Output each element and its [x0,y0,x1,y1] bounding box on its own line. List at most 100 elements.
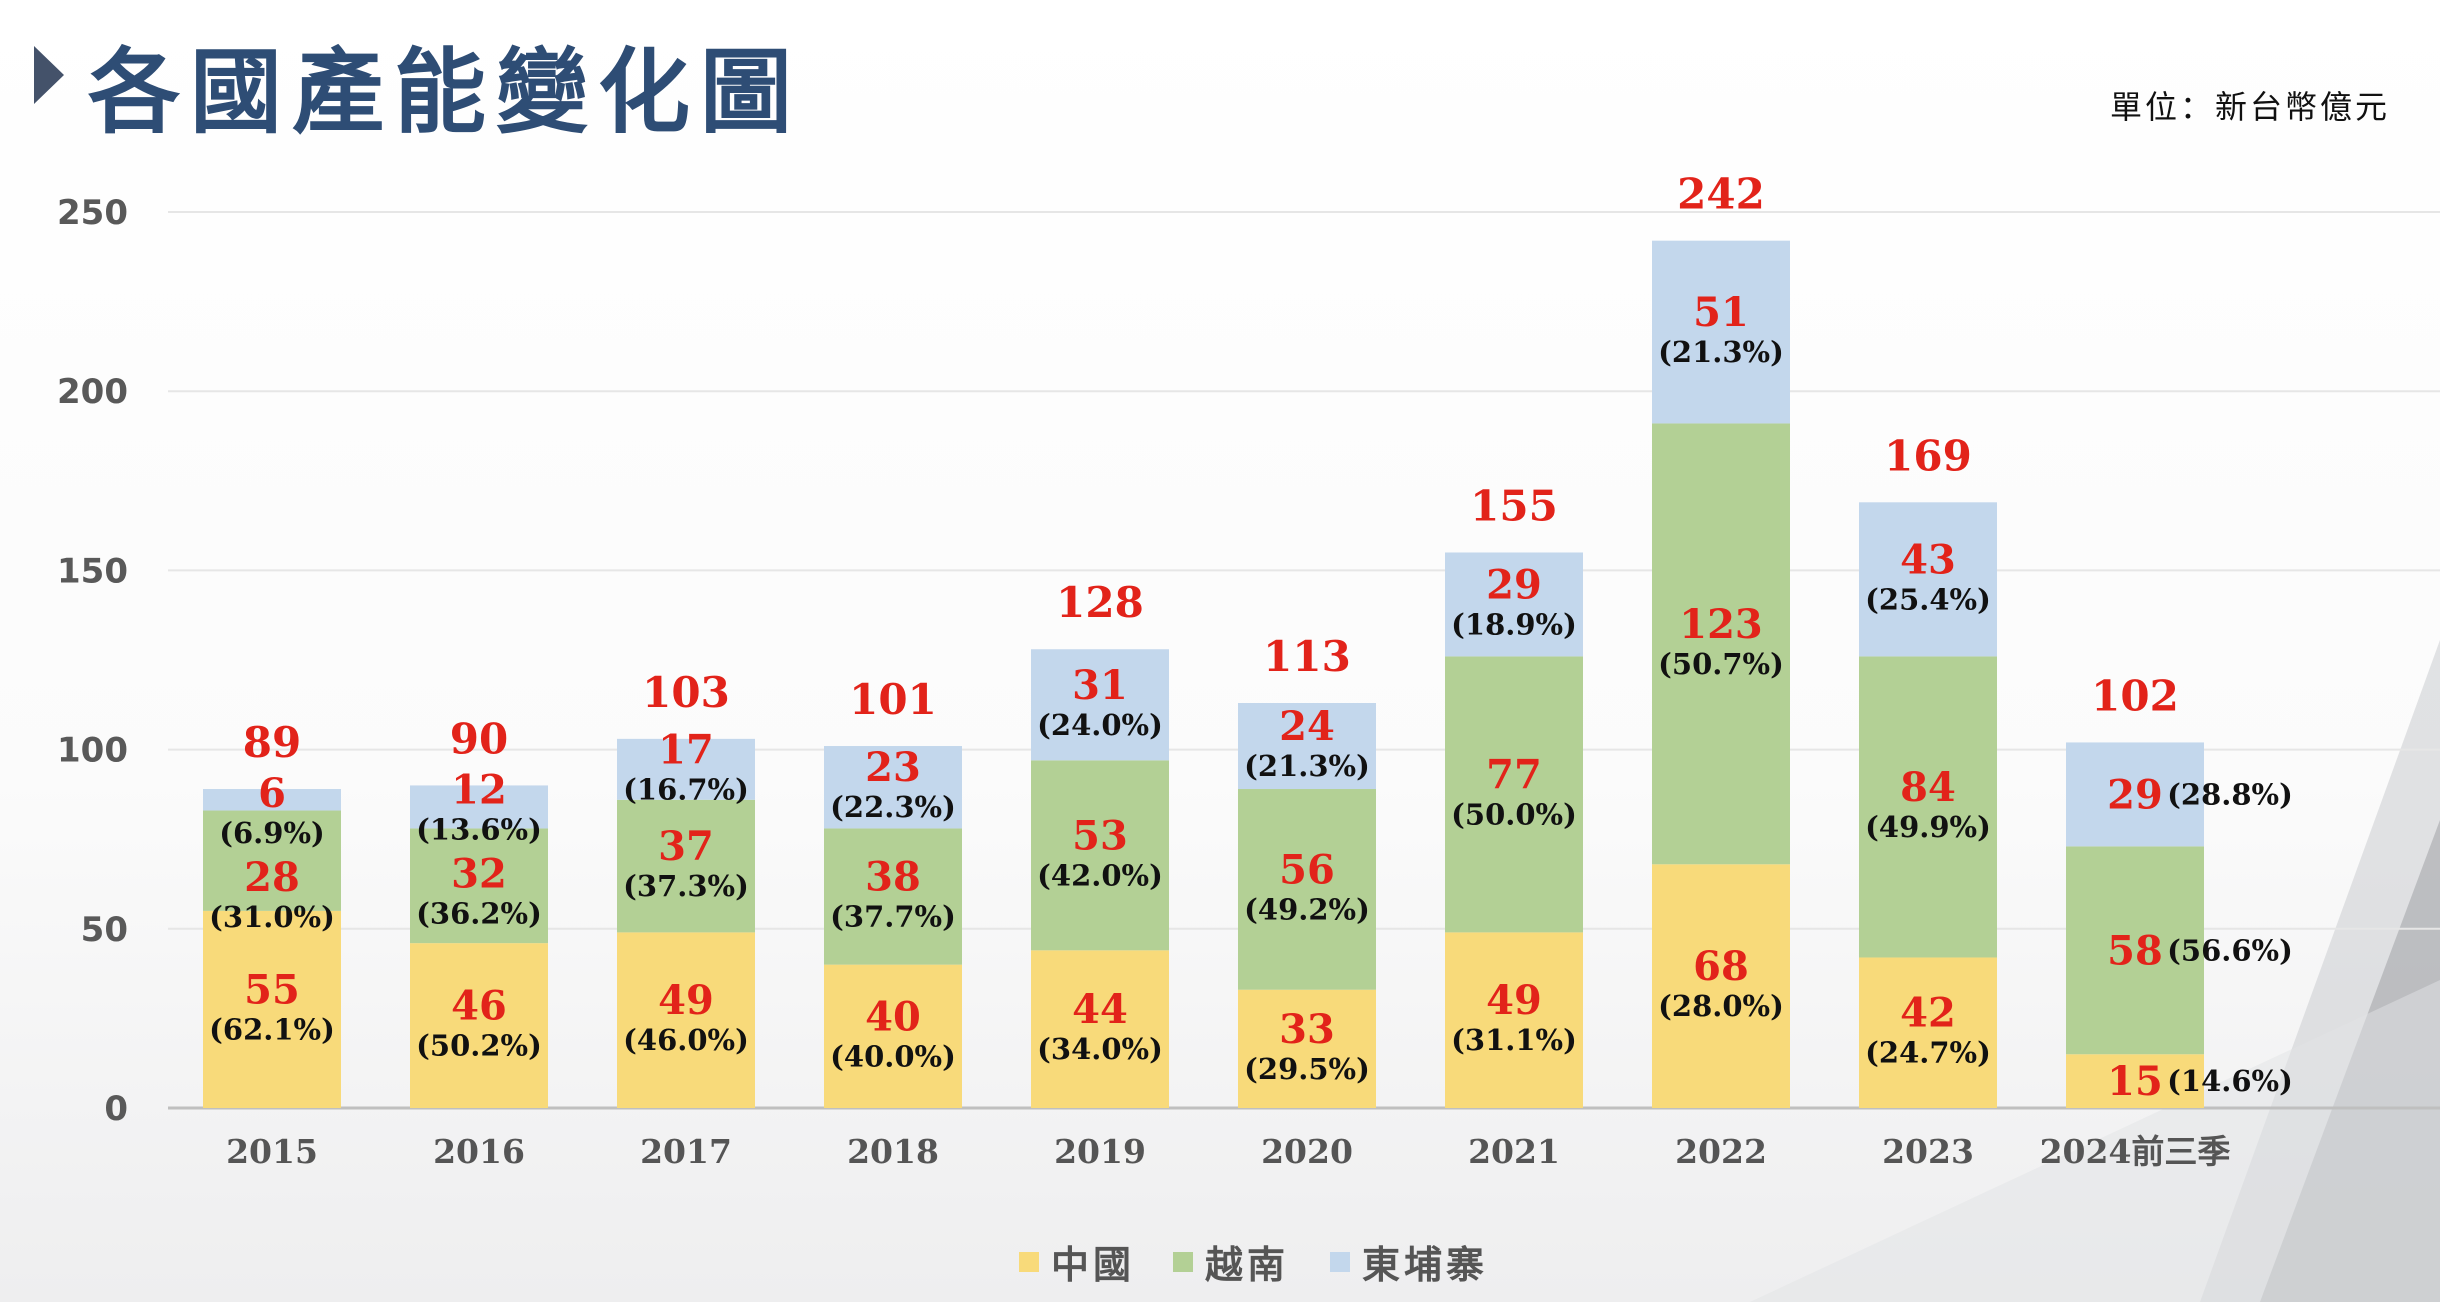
bar-segment-中國 [1652,864,1790,1108]
segment-percent-label: (16.7%) [623,772,749,806]
bar-segment-中國 [410,943,548,1108]
bar-segment-東埔寨 [1445,552,1583,657]
segment-value-label: 12 [451,766,507,813]
bar-segment-越南 [203,810,341,911]
legend-label: 中國 [1051,1242,1135,1287]
y-tick-label: 200 [57,372,128,412]
legend-swatch [1330,1252,1350,1272]
segment-percent-label: (28.8%) [2167,777,2293,811]
x-tick-label: 2015 [226,1132,318,1171]
bar-segment-東埔寨 [1859,502,1997,657]
segment-value-label: 68 [1693,943,1749,990]
x-tick-label: 2019 [1054,1132,1146,1171]
segment-percent-label: (14.6%) [2167,1064,2293,1098]
segment-percent-label: (24.7%) [1865,1036,1991,1070]
total-value-label: 103 [642,668,730,717]
total-value-label: 128 [1056,578,1144,627]
segment-percent-label: (49.2%) [1244,892,1370,926]
segment-percent-label: (31.0%) [209,900,335,934]
title-triangle-icon [34,46,64,104]
x-tick-label: 2018 [847,1132,939,1171]
bar-segment-越南 [1652,423,1790,865]
y-tick-label: 150 [57,551,128,591]
segment-percent-label: (22.3%) [830,790,956,824]
segment-percent-label: (25.4%) [1865,582,1991,616]
bar-segment-越南 [2066,846,2204,1055]
bar-segment-中國 [2066,1054,2204,1108]
segment-percent-label: (40.0%) [830,1039,956,1073]
bar-segment-東埔寨 [617,738,755,800]
segment-value-label: 17 [658,726,714,773]
segment-value-label: 24 [1279,703,1335,750]
segment-percent-label: (28.0%) [1658,989,1784,1023]
total-value-label: 89 [243,718,301,767]
segment-percent-label: (50.0%) [1451,797,1577,831]
bar-segment-中國 [1859,957,1997,1108]
bar-segment-中國 [617,932,755,1108]
legend-label: 東埔寨 [1362,1242,1488,1287]
segment-value-label: 43 [1900,536,1956,583]
segment-percent-label: (24.0%) [1037,708,1163,742]
total-value-label: 102 [2091,671,2179,720]
bar-segment-東埔寨 [410,785,548,829]
x-tick-label: 2023 [1882,1132,1974,1171]
segment-value-label: 23 [865,744,921,791]
segment-percent-label: (21.3%) [1244,749,1370,783]
total-value-label: 90 [450,714,508,763]
segment-percent-label: (42.0%) [1037,858,1163,892]
total-value-label: 113 [1263,632,1351,681]
x-tick-label: 2017 [640,1132,732,1171]
bar-segment-越南 [1031,760,1169,951]
segment-percent-label: (37.7%) [830,900,956,934]
segment-value-label: 123 [1679,601,1763,648]
legend-label: 越南 [1205,1242,1289,1287]
bar-segment-越南 [1859,656,1997,958]
bar-segment-越南 [410,828,548,944]
bar-segment-中國 [1445,932,1583,1108]
segment-percent-label: (36.2%) [416,896,542,930]
segment-value-label: 84 [1900,764,1956,811]
x-tick-label: 2020 [1261,1132,1353,1171]
bar-segment-東埔寨 [1238,703,1376,790]
segment-value-label: 46 [451,983,507,1030]
segment-value-label: 33 [1279,1006,1335,1053]
total-value-label: 155 [1470,481,1558,530]
segment-value-label: 38 [865,854,921,901]
segment-percent-label: (6.9%) [219,816,324,850]
x-tick-label: 2021 [1468,1132,1560,1171]
segment-value-label: 31 [1072,662,1128,709]
segment-value-label: 49 [658,977,714,1024]
y-tick-label: 0 [104,1089,128,1129]
bar-segment-東埔寨 [2066,742,2204,847]
unit-label: 單位：新台幣億元 [2109,88,2390,126]
segment-value-label: 42 [1900,990,1956,1037]
y-tick-label: 100 [57,731,128,771]
bar-segment-東埔寨 [1652,240,1790,424]
legend-swatch [1173,1252,1193,1272]
total-value-label: 101 [849,675,937,724]
segment-value-label: 53 [1072,812,1128,859]
bar-segment-越南 [824,828,962,965]
legend-swatch [1019,1252,1039,1272]
bar-segment-東埔寨 [824,746,962,829]
segment-value-label: 6 [258,770,286,817]
y-tick-label: 50 [81,910,128,950]
total-value-label: 169 [1884,431,1972,480]
segment-percent-label: (31.1%) [1451,1023,1577,1057]
y-tick-label: 250 [57,193,128,233]
segment-percent-label: (56.6%) [2167,933,2293,967]
segment-value-label: 77 [1486,751,1542,798]
bar-segment-中國 [824,964,962,1108]
x-tick-label: 2016 [433,1132,525,1171]
x-tick-label: 2024前三季 [2040,1132,2231,1171]
bar-segment-中國 [1238,989,1376,1108]
segment-percent-label: (37.3%) [623,869,749,903]
bar-segment-中國 [203,910,341,1108]
segment-value-label: 40 [865,993,921,1040]
segment-percent-label: (29.5%) [1244,1052,1370,1086]
segment-value-label: 29 [2107,771,2163,818]
segment-value-label: 55 [244,966,300,1013]
segment-percent-label: (50.2%) [416,1029,542,1063]
